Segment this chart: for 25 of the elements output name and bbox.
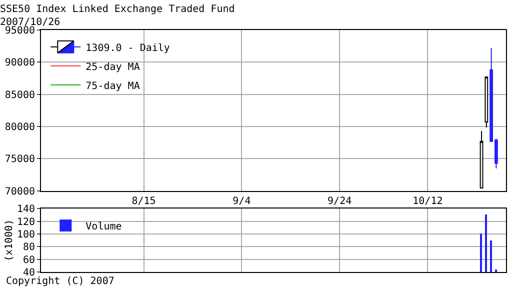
candlestick [484,76,488,128]
y-tick-label: 60 [22,254,35,266]
legend-label: 75-day MA [86,80,140,92]
y-tick-label: 120 [16,216,35,228]
x-tick-label: 9/4 [232,196,251,207]
y-tick-label: 100 [16,229,35,240]
y-tick-label: 80 [22,242,35,254]
y-tick-label: 40 [22,267,35,278]
y-tick-label: 85000 [4,90,35,101]
y-tick-label: 90000 [4,58,35,69]
text: Copyright (C) 2007 [6,276,114,287]
chart-title: SSE50 Index Linked Exchange Traded Fund [0,4,235,15]
y-tick-label: 95000 [4,26,35,36]
x-tick-label: 10/12 [412,196,443,207]
candlestick [480,130,484,189]
y-tick-label: 75000 [4,154,35,166]
legend-label: 1309.0 - Daily [86,42,170,54]
y-tick-label: 80000 [4,122,35,134]
legend-label: 25-day MA [86,62,140,73]
y-tick-label: 140 [16,204,35,216]
x-tick-label: 9/24 [328,196,352,207]
y-tick-label: 70000 [4,186,35,198]
legend-label: Volume [86,221,122,232]
y-axis-title: (x1000) [4,219,15,262]
x-tick-label: 8/15 [132,196,156,207]
